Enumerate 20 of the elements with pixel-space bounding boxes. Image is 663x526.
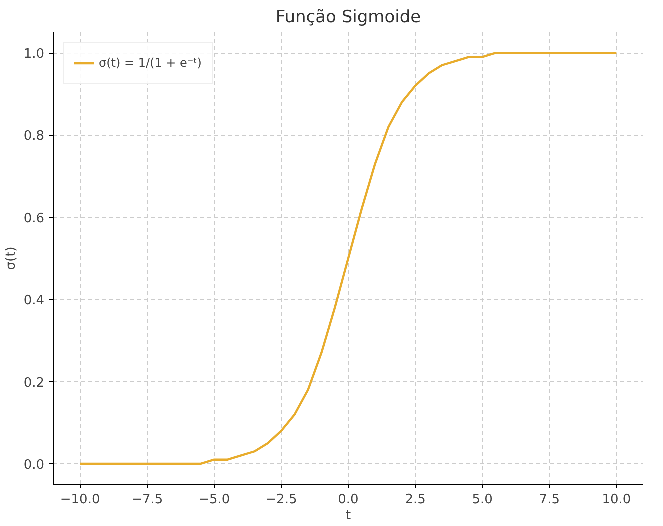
y-axis-title: σ(t) [4, 246, 19, 270]
y-tick-label: 0.2 [24, 376, 45, 391]
x-tick-label: −7.5 [132, 492, 164, 508]
y-tick-label: 0.8 [24, 129, 45, 144]
x-tick-label: 10.0 [602, 492, 632, 508]
x-tick-label: −2.5 [266, 492, 298, 508]
x-tick-label: 5.0 [472, 492, 493, 508]
x-tick-label: 7.5 [539, 492, 560, 508]
x-tick-label: −10.0 [60, 492, 100, 508]
x-tick-label: 2.5 [405, 492, 426, 508]
x-tick-label: 0.0 [338, 492, 359, 508]
y-tick-label: 0.4 [24, 294, 45, 309]
line-series [79, 52, 618, 466]
y-tick-label: 0.0 [24, 458, 45, 473]
x-tick-label: −5.0 [198, 492, 230, 508]
y-tick-label: 1.0 [24, 47, 45, 62]
x-axis-title: t [346, 508, 352, 524]
y-tick-label: 0.6 [24, 211, 45, 226]
legend-label: σ(t) = 1/(1 + e⁻ᵗ) [99, 56, 202, 70]
chart-title: Função Sigmoide [276, 8, 422, 28]
